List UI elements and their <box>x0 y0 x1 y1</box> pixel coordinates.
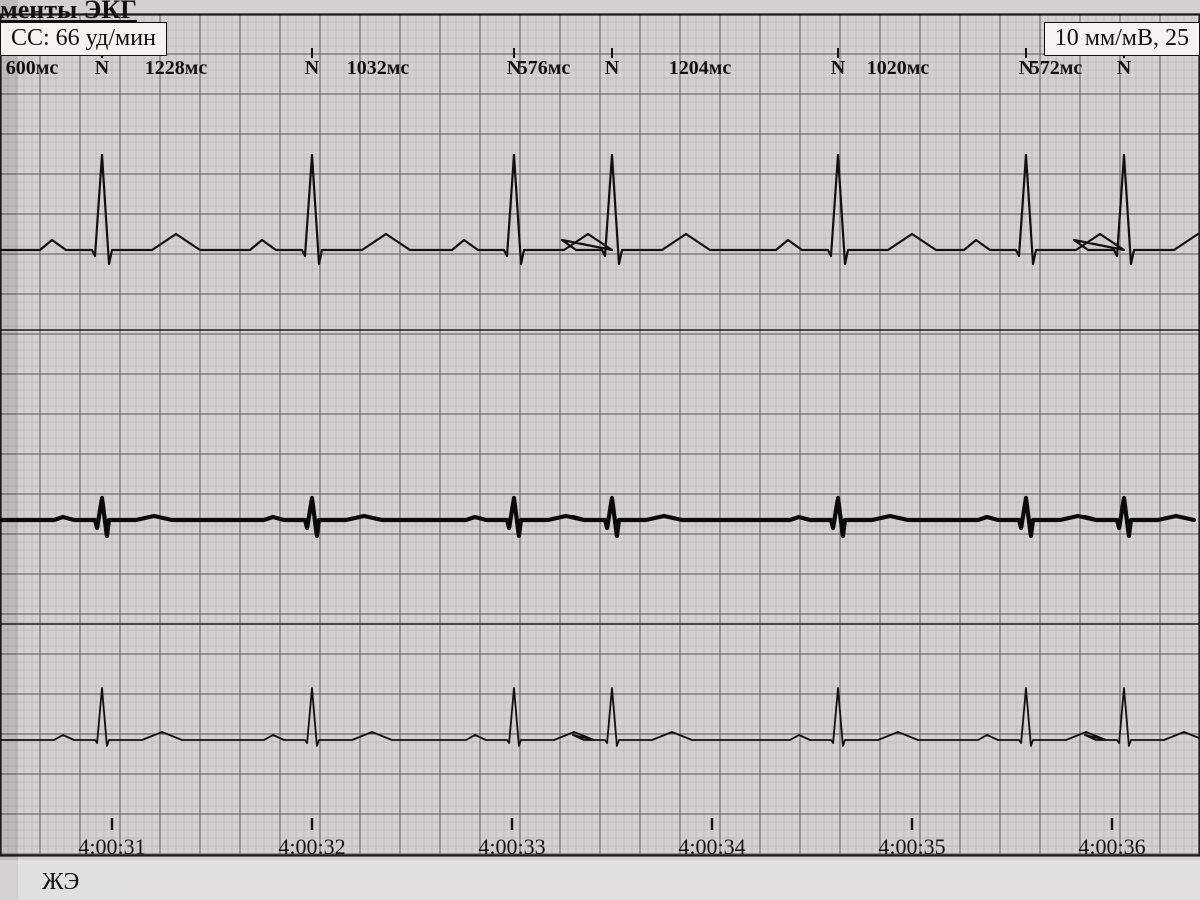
beat-label: N <box>305 57 320 79</box>
time-label: 4:00:33 <box>478 834 545 859</box>
heart-rate-box: СС: 66 уд/мин <box>0 22 167 56</box>
time-label: 4:00:31 <box>78 834 145 859</box>
beat-label: 572мс <box>1030 57 1083 79</box>
beat-label: 1020мс <box>867 57 930 79</box>
time-label: 4:00:35 <box>878 834 945 859</box>
beat-label: 1228мс <box>145 57 208 79</box>
beat-label: 1204мс <box>669 57 732 79</box>
calibration-box: 10 мм/мВ, 25 <box>1044 22 1200 56</box>
footer-label: ЖЭ <box>42 869 79 896</box>
beat-label: N <box>1117 57 1132 79</box>
time-label: 4:00:36 <box>1078 834 1145 859</box>
beat-label: 576мс <box>518 57 571 79</box>
beat-label: N <box>831 57 846 79</box>
beat-label: 1032мс <box>347 57 410 79</box>
time-label: 4:00:32 <box>278 834 345 859</box>
page-margin-bottom <box>0 860 1200 900</box>
time-label: 4:00:34 <box>678 834 745 859</box>
ecg-strip: 600мсN1228мсN1032мсN576мсN1204мсN1020мсN… <box>0 0 1200 900</box>
beat-label: N <box>605 57 620 79</box>
calibration-text: 10 мм/мВ, 25 <box>1055 25 1189 51</box>
page-shadow-left <box>0 0 18 900</box>
heart-rate-text: СС: 66 уд/мин <box>11 25 156 51</box>
beat-label: N <box>95 57 110 79</box>
